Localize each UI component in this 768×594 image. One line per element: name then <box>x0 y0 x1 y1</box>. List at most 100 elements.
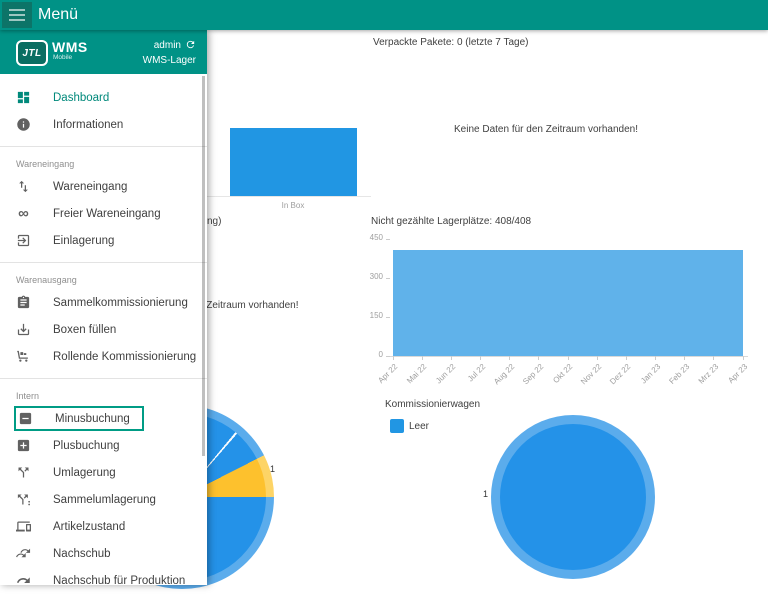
x-tick-mark <box>392 356 394 360</box>
x-tick-label: Jun 22 <box>434 362 458 386</box>
sidebar-item-umlagerung[interactable]: Umlagerung <box>0 459 207 486</box>
brand-product: WMS <box>52 39 88 55</box>
x-tick-mark <box>450 356 452 360</box>
y-tick-label: 150 <box>369 311 383 320</box>
legend-swatch <box>390 419 404 433</box>
x-tick-mark <box>567 356 569 360</box>
x-tick-mark <box>538 356 540 360</box>
packed-parcels-empty-message: Keine Daten für den Zeitraum vorhanden! <box>454 124 638 135</box>
sidebar-item-label: Einlagerung <box>53 234 115 247</box>
sidebar-item-label: Sammelkommissionierung <box>53 296 188 309</box>
sidebar-item-label: Dashboard <box>53 91 110 104</box>
picking-carts-pie <box>500 424 646 570</box>
appbar: Menü <box>0 0 768 30</box>
minus-box-icon <box>18 411 33 426</box>
sidebar-item-label: Minusbuchung <box>55 412 130 425</box>
clipboard-icon <box>16 295 31 310</box>
y-tick-label: 0 <box>378 350 383 359</box>
drawer-menu: Dashboard Informationen Wareneingang Warene… <box>0 74 207 594</box>
x-tick-mark <box>625 356 627 360</box>
packed-parcels-title: Verpackte Pakete: 0 (letzte 7 Tage) <box>373 37 529 48</box>
call-split-icon <box>16 465 31 480</box>
x-tick-mark <box>742 356 744 360</box>
forward-icon <box>16 573 31 588</box>
drawer-header: JTL WMS Mobile admin WMS-Lager <box>0 30 207 74</box>
drawer-scrollbar[interactable] <box>202 76 205 456</box>
menu-divider <box>0 146 207 147</box>
inbox-bar <box>230 128 357 196</box>
y-tick-mark <box>386 278 390 279</box>
x-tick-label: Jul 22 <box>465 362 487 384</box>
x-tick-mark <box>596 356 598 360</box>
sidebar-item-minusbuchung[interactable]: Minusbuchung <box>0 405 207 432</box>
exit-to-app-icon <box>16 233 31 248</box>
sidebar-item-label: Nachschub für Produktion <box>53 574 186 587</box>
menu-divider <box>0 378 207 379</box>
picking-carts-title: Kommissionierwagen <box>385 399 481 410</box>
x-tick-mark <box>713 356 715 360</box>
hamburger-menu-icon[interactable] <box>2 2 32 28</box>
sidebar-item-nachschub[interactable]: Nachschub <box>0 540 207 567</box>
menu-divider <box>0 262 207 263</box>
sidebar-item-label: Plusbuchung <box>53 439 120 452</box>
user-block: admin WMS-Lager <box>143 39 196 67</box>
swap-vert-icon <box>16 179 31 194</box>
sidebar-item-sammelumlagerung[interactable]: Sammelumlagerung <box>0 486 207 513</box>
double-forward-icon <box>16 546 31 561</box>
picking-carts-value-label: 1 <box>483 489 489 499</box>
section-label-warenausgang: Warenausgang <box>16 275 77 285</box>
x-tick-mark <box>480 356 481 360</box>
sidebar-item-freier-wareneingang[interactable]: ∞ Freier Wareneingang <box>0 200 207 227</box>
sidebar-item-label: Artikelzustand <box>53 520 126 533</box>
x-tick-label: Dez 22 <box>608 362 633 387</box>
legend-label: Leer <box>409 420 430 432</box>
section-label-intern: Intern <box>16 391 40 401</box>
left-pie-value-label: 1 <box>270 464 276 474</box>
sidebar-item-rollende-kommissionierung[interactable]: Rollende Kommissionierung <box>0 343 207 370</box>
warehouse-name: WMS-Lager <box>142 55 196 66</box>
x-tick-mark <box>421 356 423 360</box>
sidebar-item-label: Freier Wareneingang <box>53 207 161 220</box>
brand-subtitle: Mobile <box>53 54 73 61</box>
sidebar-item-plusbuchung[interactable]: Plusbuchung <box>0 432 207 459</box>
x-tick-mark <box>655 356 656 360</box>
plus-box-icon <box>16 438 31 453</box>
devices-icon <box>16 519 31 534</box>
occluded-card-title-fragment: ng) <box>207 216 222 227</box>
call-split-multi-icon <box>16 492 31 507</box>
sidebar-item-einlagerung[interactable]: Einlagerung <box>0 227 207 254</box>
y-tick-label: 450 <box>369 233 383 242</box>
sidebar-item-wareneingang[interactable]: Wareneingang <box>0 173 207 200</box>
infinity-icon: ∞ <box>18 205 29 222</box>
user-name: admin <box>153 40 181 51</box>
sidebar-item-artikelzustand[interactable]: Artikelzustand <box>0 513 207 540</box>
jtl-logo: JTL <box>16 40 48 66</box>
y-tick-mark <box>386 239 390 240</box>
trolley-icon <box>16 349 31 364</box>
info-icon <box>16 117 31 132</box>
sidebar-item-nachschub-f-r-produktion[interactable]: Nachschub für Produktion <box>0 567 207 594</box>
x-tick-mark <box>509 356 511 360</box>
sidebar-item-label: Informationen <box>53 118 124 131</box>
y-tick-label: 300 <box>369 272 383 281</box>
sidebar-item-boxen-f-llen[interactable]: Boxen füllen <box>0 316 207 343</box>
dashboard-icon <box>16 90 31 105</box>
refresh-icon[interactable] <box>185 39 196 54</box>
y-tick-mark <box>386 356 390 357</box>
sidebar-item-label: Sammelumlagerung <box>53 493 156 506</box>
sidebar-item-label: Boxen füllen <box>53 323 117 336</box>
section-label-wareneingang: Wareneingang <box>16 159 75 169</box>
inbox-category-label: In Box <box>281 201 305 210</box>
appbar-title: Menü <box>38 6 79 23</box>
y-tick-mark <box>386 317 390 318</box>
sidebar-item-informationen[interactable]: Informationen <box>0 111 207 138</box>
uncounted-bins-area-fill <box>393 250 743 356</box>
x-tick-mark <box>684 356 686 360</box>
sidebar-item-dashboard[interactable]: Dashboard <box>0 84 207 111</box>
x-tick-label: Jan 23 <box>638 362 662 386</box>
sidebar-item-label: Rollende Kommissionierung <box>53 350 197 363</box>
legend-item-leer[interactable]: Leer <box>390 419 429 433</box>
sidebar-item-label: Nachschub <box>53 547 111 560</box>
uncounted-bins-title: Nicht gezählte Lagerplätze: 408/408 <box>371 216 532 227</box>
sidebar-item-sammelkommissionierung[interactable]: Sammelkommissionierung <box>0 289 207 316</box>
